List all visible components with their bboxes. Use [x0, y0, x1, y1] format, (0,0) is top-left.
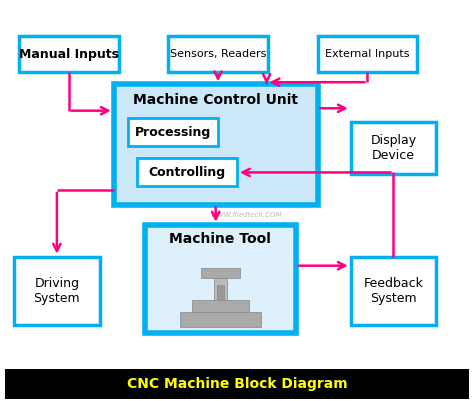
Text: WWW.filedtech.COM: WWW.filedtech.COM [211, 212, 282, 217]
Text: Controlling: Controlling [149, 166, 226, 179]
Text: Display
Device: Display Device [370, 134, 417, 162]
FancyBboxPatch shape [168, 36, 268, 72]
FancyBboxPatch shape [351, 122, 436, 174]
Text: Machine Control Unit: Machine Control Unit [133, 93, 298, 107]
FancyBboxPatch shape [14, 257, 100, 325]
FancyBboxPatch shape [114, 84, 318, 205]
Text: Machine Control Unit: Machine Control Unit [133, 95, 298, 109]
FancyBboxPatch shape [5, 369, 469, 399]
FancyBboxPatch shape [217, 285, 224, 299]
Text: Machine Tool: Machine Tool [170, 234, 271, 248]
FancyBboxPatch shape [128, 118, 218, 146]
FancyBboxPatch shape [145, 225, 296, 333]
Text: Sensors, Readers: Sensors, Readers [170, 49, 266, 59]
Text: Feedback
System: Feedback System [364, 277, 423, 305]
FancyBboxPatch shape [19, 36, 118, 72]
FancyBboxPatch shape [201, 268, 240, 278]
FancyBboxPatch shape [137, 158, 237, 186]
FancyBboxPatch shape [180, 312, 261, 327]
Text: CNC Machine Block Diagram: CNC Machine Block Diagram [127, 377, 347, 391]
FancyBboxPatch shape [192, 300, 249, 312]
Text: Manual Inputs: Manual Inputs [19, 48, 118, 61]
Text: Processing: Processing [135, 126, 211, 139]
FancyBboxPatch shape [351, 257, 436, 325]
FancyBboxPatch shape [214, 278, 227, 300]
Text: Driving
System: Driving System [34, 277, 80, 305]
FancyBboxPatch shape [318, 36, 417, 72]
Text: Machine Tool: Machine Tool [170, 232, 271, 246]
Text: External Inputs: External Inputs [325, 49, 410, 59]
